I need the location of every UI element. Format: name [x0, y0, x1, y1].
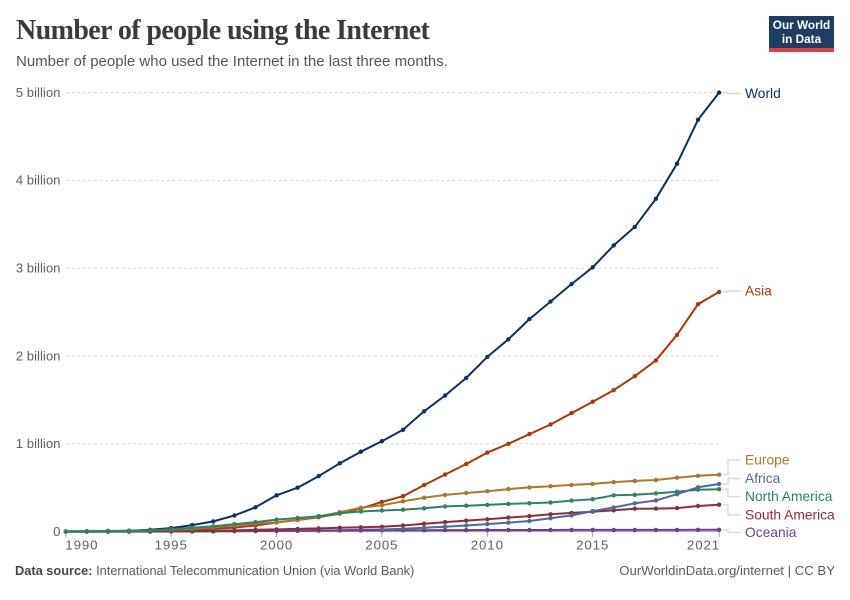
svg-text:1990: 1990: [65, 538, 98, 553]
svg-text:Africa: Africa: [745, 471, 781, 486]
svg-text:0: 0: [53, 524, 60, 539]
svg-text:2000: 2000: [260, 538, 293, 553]
svg-text:Asia: Asia: [745, 284, 772, 299]
svg-text:World: World: [745, 86, 781, 101]
svg-text:2 billion: 2 billion: [16, 348, 61, 363]
svg-text:2005: 2005: [365, 538, 398, 553]
svg-text:2021: 2021: [687, 538, 720, 553]
svg-text:Oceania: Oceania: [745, 525, 797, 540]
svg-text:North America: North America: [745, 489, 833, 504]
svg-text:Europe: Europe: [745, 453, 790, 468]
svg-text:South America: South America: [745, 507, 835, 522]
svg-text:1995: 1995: [155, 538, 188, 553]
svg-text:2010: 2010: [471, 538, 504, 553]
svg-text:5 billion: 5 billion: [16, 85, 61, 100]
svg-text:2015: 2015: [576, 538, 609, 553]
svg-text:4 billion: 4 billion: [16, 173, 61, 188]
svg-text:1 billion: 1 billion: [16, 436, 61, 451]
svg-text:3 billion: 3 billion: [16, 261, 61, 276]
